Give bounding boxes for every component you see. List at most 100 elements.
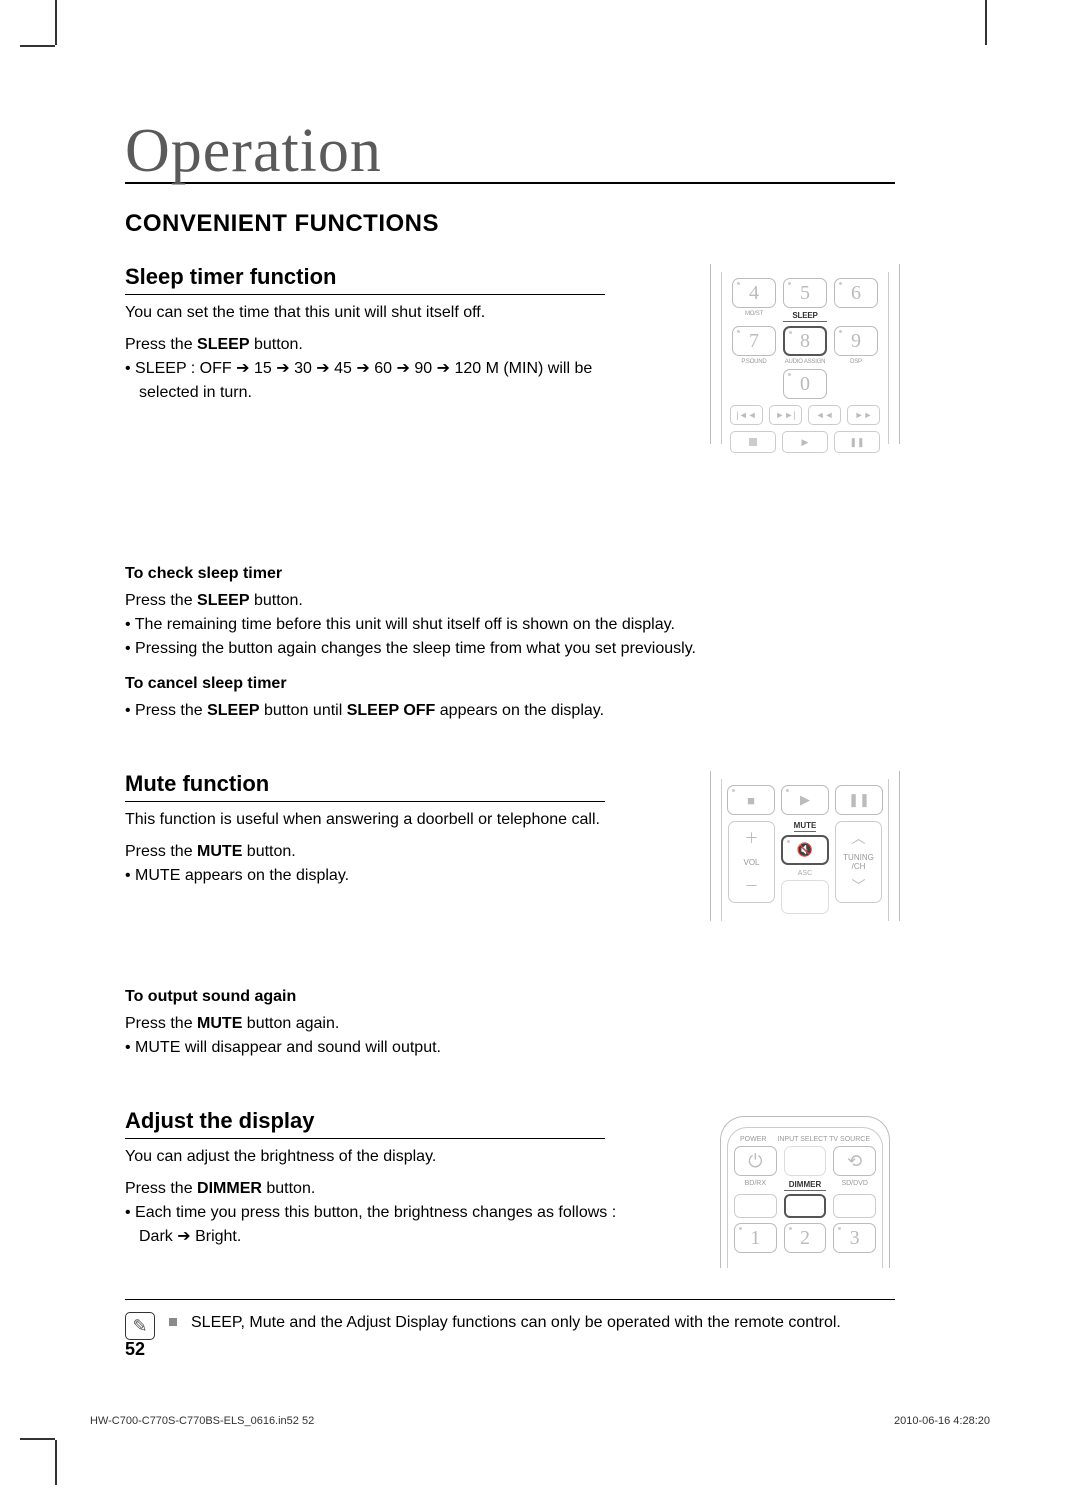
text: SLEEP <box>197 592 249 609</box>
sleep-section: Sleep timer function You can set the tim… <box>125 264 895 723</box>
text: Press the <box>125 843 197 860</box>
remote-key-1: 1 <box>734 1223 777 1253</box>
mute-bullet: MUTE appears on the display. <box>125 864 625 888</box>
remote-sleep-illustration: 4 5 6 MO/ST SLEEP 7 8 9 P.SOUND AUDIO AS… <box>710 264 900 444</box>
bdrx-button <box>734 1194 777 1218</box>
text: button. <box>262 1180 315 1197</box>
output-sound-b1: MUTE will disappear and sound will outpu… <box>125 1036 805 1060</box>
sleep-heading: Sleep timer function <box>125 264 605 295</box>
sddvd-button <box>833 1194 876 1218</box>
page-content: Operation CONVENIENT FUNCTIONS Sleep tim… <box>125 120 895 1340</box>
note-text: SLEEP, Mute and the Adjust Display funct… <box>191 1312 841 1334</box>
remote-key-8-sleep: 8 <box>783 326 827 356</box>
dimmer-button <box>784 1194 827 1218</box>
mute-press: Press the MUTE button. <box>125 840 625 864</box>
remote-key-0: 0 <box>783 369 827 399</box>
remote-key-9: 9 <box>834 326 878 356</box>
mute-section: Mute function This function is useful wh… <box>125 771 895 1060</box>
text: button again. <box>242 1015 339 1032</box>
sddvd-label: SD/DVD <box>833 1180 876 1191</box>
mute-label: MUTE <box>794 821 817 832</box>
text: Press the <box>125 1180 197 1197</box>
text: button until <box>260 702 347 719</box>
play-icon: ▶ <box>782 431 828 453</box>
check-sleep-heading: To check sleep timer <box>125 565 895 583</box>
play-icon: ▶ <box>781 785 829 815</box>
label-most: MO/ST <box>732 311 776 322</box>
sleep-body: You can set the time that this unit will… <box>125 301 625 405</box>
section-heading: CONVENIENT FUNCTIONS <box>125 210 895 238</box>
text: Press the <box>125 336 197 353</box>
check-sleep-b1: The remaining time before this unit will… <box>125 613 805 637</box>
footer-filename: HW-C700-C770S-C770BS-ELS_0616.in52 52 <box>90 1415 314 1427</box>
text: button. <box>250 592 303 609</box>
page-number: 52 <box>125 1339 145 1360</box>
stop-icon: ■ <box>727 785 775 815</box>
remote-mute-illustration: ■ ▶ ❚❚ ＋ VOL － MUTE 🔇 ASC <box>710 771 900 921</box>
stop-icon <box>730 431 776 453</box>
text: appears on the display. <box>435 702 604 719</box>
input-label: INPUT SELECT TV SOURCE <box>777 1136 870 1143</box>
label-audio: AUDIO ASSIGN <box>783 359 827 365</box>
blank-button <box>784 1146 827 1176</box>
sleep-intro: You can set the time that this unit will… <box>125 301 625 325</box>
footer-timestamp: 2010-06-16 4:28:20 <box>894 1415 990 1427</box>
remote-key-6: 6 <box>834 278 878 308</box>
pause-icon: ❚❚ <box>835 785 883 815</box>
mute-intro: This function is useful when answering a… <box>125 808 625 832</box>
text: DIMMER <box>197 1180 262 1197</box>
remote-key-4: 4 <box>732 278 776 308</box>
text: button. <box>250 336 303 353</box>
text: MUTE <box>197 843 242 860</box>
dimmer-label: DIMMER <box>784 1180 827 1191</box>
prev-icon: |◄◄ <box>730 405 763 425</box>
sleep-bullet: SLEEP : OFF ➔ 15 ➔ 30 ➔ 45 ➔ 60 ➔ 90 ➔ 1… <box>125 357 625 405</box>
note-bullet-icon <box>169 1318 177 1326</box>
remote-key-5: 5 <box>783 278 827 308</box>
bdrx-label: BD/RX <box>734 1180 777 1191</box>
output-sound-press: Press the MUTE button again. <box>125 1012 805 1036</box>
display-intro: You can adjust the brightness of the dis… <box>125 1145 625 1169</box>
label-psound: P.SOUND <box>732 359 776 365</box>
rewind-icon: ◄◄ <box>808 405 841 425</box>
forward-icon: ►► <box>847 405 880 425</box>
text: MUTE <box>197 1015 242 1032</box>
label-dsp: DSP <box>834 359 878 365</box>
cancel-sleep-line: Press the SLEEP button until SLEEP OFF a… <box>125 699 805 723</box>
remote-dimmer-illustration: POWER INPUT SELECT TV SOURCE ⏻ ⟲ BD/RX D… <box>710 1108 900 1268</box>
display-section: Adjust the display You can adjust the br… <box>125 1108 895 1249</box>
asc-button <box>781 880 829 914</box>
pause-icon: ❚❚ <box>834 431 880 453</box>
sleep-press: Press the SLEEP button. <box>125 333 625 357</box>
remote-key-2: 2 <box>784 1223 827 1253</box>
sleep-button-name: SLEEP <box>197 336 249 353</box>
note-block: ✎ SLEEP, Mute and the Adjust Display fun… <box>125 1299 895 1340</box>
mute-button-icon: 🔇 <box>781 835 829 865</box>
remote-key-3: 3 <box>833 1223 876 1253</box>
text: Press the <box>125 1015 197 1032</box>
asc-label: ASC <box>798 870 812 877</box>
power-icon: ⏻ <box>734 1146 777 1176</box>
cancel-sleep-heading: To cancel sleep timer <box>125 675 895 693</box>
check-sleep-b2: Pressing the button again changes the sl… <box>125 637 805 661</box>
tuning-rocker: ︿ TUNING /CH ﹀ <box>835 821 882 903</box>
display-heading: Adjust the display <box>125 1108 605 1139</box>
check-sleep-press: Press the SLEEP button. <box>125 589 805 613</box>
text: SLEEP <box>207 702 259 719</box>
display-bullet: Each time you press this button, the bri… <box>125 1201 625 1249</box>
input-icon: ⟲ <box>833 1146 876 1176</box>
note-icon: ✎ <box>125 1312 155 1340</box>
text: button. <box>242 843 295 860</box>
text: SLEEP OFF <box>347 702 436 719</box>
vol-rocker: ＋ VOL － <box>728 821 775 903</box>
mute-heading: Mute function <box>125 771 605 802</box>
label-sleep: SLEEP <box>783 311 827 322</box>
text: Press the <box>125 592 197 609</box>
text: Press the <box>135 702 207 719</box>
power-label: POWER <box>740 1136 766 1143</box>
next-icon: ►►| <box>769 405 802 425</box>
page-title: Operation <box>125 120 895 184</box>
display-press: Press the DIMMER button. <box>125 1177 625 1201</box>
remote-key-7: 7 <box>732 326 776 356</box>
output-sound-heading: To output sound again <box>125 988 895 1006</box>
